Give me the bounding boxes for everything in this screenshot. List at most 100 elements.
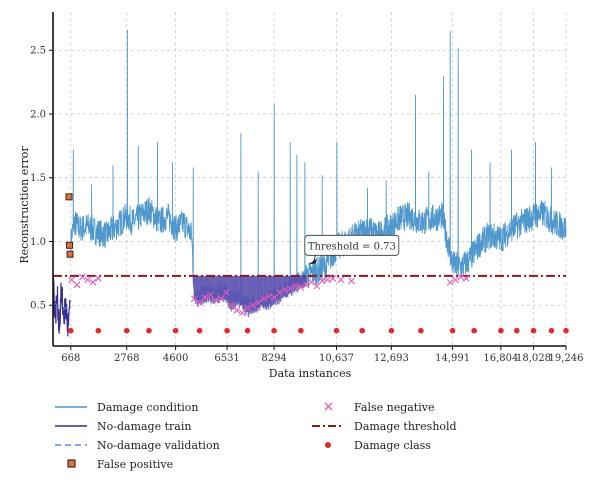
y-tick-label: 2.5 [30,46,46,57]
damage-class-point [123,327,130,334]
false-negative-marker [308,278,315,286]
legend-line-swatch [55,425,87,427]
false-positive-marker [66,250,74,258]
damage-class-point [298,327,304,334]
y-tick-label: 0.5 [30,301,46,312]
damage-class-point [224,327,230,334]
axes: 0.5 1.0 1.5 2.0 2.5 668 2768 4600 6531 8294 10,637… [30,12,584,364]
false-negative-marker [297,283,305,291]
false-negative-marker [68,276,76,284]
x-tick-label: 10,637 [319,353,354,364]
false-negative-marker [318,277,326,285]
legend-item-no-damage-validation: No-damage validation [55,436,220,454]
legend-label: False negative [354,400,435,414]
false-positive-marker [65,193,73,201]
damage-class-point [333,327,340,334]
false-negative-marker [313,282,321,290]
false-negative-marker [94,275,102,282]
damage-class-point [418,327,424,334]
legend-item-no-damage-train: No-damage train [55,417,191,435]
false-negative-marker [324,276,331,284]
legend-item-false-positive: False positive [55,455,173,473]
legend-label: Damage class [354,438,431,452]
x-tick-label: 8294 [261,353,286,364]
false-negative-marker [89,278,97,286]
false-positive-marker [66,241,74,249]
false-negative-marker [249,301,257,309]
false-negative-marker [270,294,278,301]
false-negative-marker [337,276,345,284]
false-negative-marker [84,276,92,284]
damage-class-point [196,327,203,334]
damage-class-point [95,327,102,334]
false-negative-marker [222,289,230,296]
false-negative-marker [217,295,225,303]
false-negative-marker [254,299,262,307]
legend-line-swatch [55,406,87,408]
false-negative-marker [329,275,337,282]
x-tick-label: 14,991 [435,353,470,364]
legend-label: No-damage train [97,419,192,433]
legend-item-damage-class: Damage class [312,436,431,454]
legend-dashed-swatch [55,444,87,446]
x-tick-label: 2768 [114,353,139,364]
x-tick-label: 668 [61,353,80,364]
false-negative-marker [457,273,465,281]
false-negative-marker [286,285,294,293]
x-tick-label: 4600 [163,353,188,364]
x-axis-label: Data instances [269,367,352,380]
false-negative-marker [212,296,219,304]
damage-class-point [563,327,569,334]
false-negative-marker [244,304,251,312]
false-negative-marker [348,277,355,285]
damage-class-point [172,327,179,334]
damage-class-point [530,327,537,334]
damage-class-point [388,327,395,334]
legend-item-false-negative: False negative [312,398,434,416]
y-tick-label: 1.5 [30,173,46,184]
legend-cross-swatch [324,402,333,411]
damage-class-point [449,327,456,334]
legend-label: No-damage validation [97,438,220,452]
false-negative-marker [260,295,267,303]
x-tick-label: 16,804 [483,353,518,364]
damage-class-point [359,327,365,334]
damage-class-point [498,327,504,334]
false-negative-marker [228,301,235,309]
damage-class-point [244,327,251,334]
false-negative-marker [206,291,214,299]
y-tick-label: 1.0 [30,237,46,248]
x-tick-label: 18,028 [516,353,551,364]
false-negative-marker [73,281,81,289]
x-tick-label: 19,246 [549,353,584,364]
damage-class-point [548,327,555,334]
x-tick-label: 12,693 [374,353,409,364]
damage-class-point [146,327,152,334]
false-negative-marker [452,276,459,284]
y-axis-label: Reconstruction error [18,146,31,264]
false-negative-marker [281,286,289,294]
legend-square-swatch [67,459,76,468]
false-negative-marker [265,292,273,300]
false-negative-marker [276,289,283,296]
legend-label: Damage threshold [354,419,457,433]
false-negative-marker [233,306,241,314]
false-negative-marker [190,295,198,303]
false-negative-marker [292,282,299,290]
legend-item-damage-threshold: Damage threshold [312,417,457,435]
x-tick-label: 6531 [214,353,239,364]
false-negative-marker [196,299,203,307]
no-damage-validation-series [54,302,69,310]
false-negative-marker [446,278,454,286]
no-damage-train-series [52,275,71,337]
annotation-text: Threshold = 0.73 [308,241,396,252]
damage-condition-series [70,29,567,312]
data-marks: Threshold = 0.73 [52,29,569,337]
legend-label: Damage condition [97,400,199,414]
false-negative-marker [78,273,86,281]
damage-class-point [271,327,277,334]
legend-item-damage-condition: Damage condition [55,398,199,416]
false-negative-marker [462,275,470,282]
legend-dashdot-swatch [312,425,344,427]
y-tick-label: 2.0 [30,109,46,120]
